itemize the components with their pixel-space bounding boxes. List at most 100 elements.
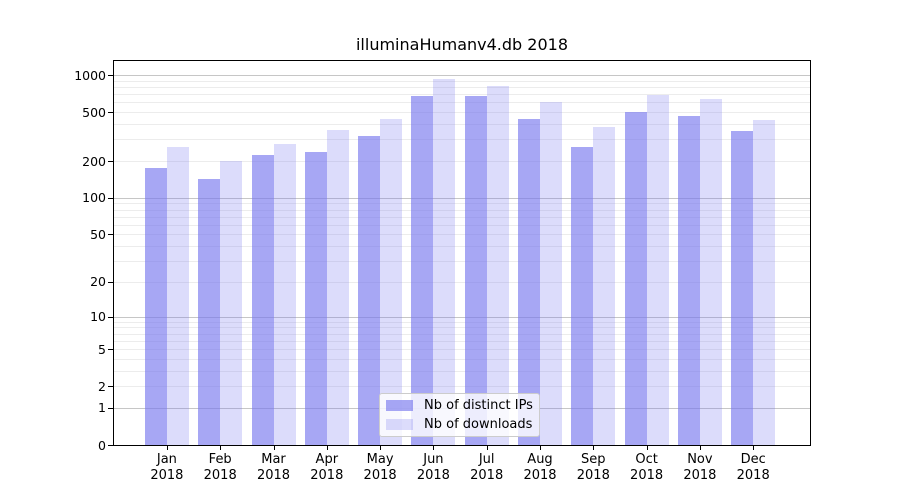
gridline-major xyxy=(114,75,810,77)
y-tick-label-20: 20 xyxy=(90,274,106,290)
x-axis-tick xyxy=(273,445,275,450)
gridline-minor xyxy=(114,234,810,236)
legend-swatch-downloads xyxy=(386,419,413,431)
gridline-minor xyxy=(114,80,810,82)
plot-area: 0 1 2 5 10 20 50 100 200 500 1000 Jan 2018 Feb 2018 M… xyxy=(74,60,811,483)
x-tick-label-jan: Jan 2018 xyxy=(150,452,184,483)
y-axis-tick xyxy=(108,316,113,318)
gridline-minor xyxy=(114,261,810,263)
gridline-major xyxy=(114,197,810,199)
bar-downloads-jul xyxy=(486,86,509,445)
x-axis-tick xyxy=(540,445,541,450)
x-axis-tick xyxy=(433,445,435,450)
bar-distinct-ips-apr xyxy=(304,151,327,445)
x-tick-label-dec: Dec 2018 xyxy=(736,452,770,483)
x-tick-label-jul: Jul 2018 xyxy=(470,452,504,483)
y-axis-tick xyxy=(108,112,113,114)
gridline-minor xyxy=(114,321,810,323)
x-axis-tick xyxy=(166,445,168,450)
y-tick-label-500: 500 xyxy=(82,104,106,120)
gridline-minor xyxy=(114,224,810,226)
bar-downloads-mar xyxy=(273,143,296,445)
x-tick-label-mar: Mar 2018 xyxy=(256,452,291,483)
y-axis-tick xyxy=(108,349,113,351)
bar-distinct-ips-sep xyxy=(571,147,594,445)
chart-title: illuminaHumanv4.db 2018 xyxy=(355,35,568,54)
y-axis-tick xyxy=(108,161,113,163)
gridline-minor xyxy=(114,349,810,351)
bar-downloads-oct xyxy=(646,94,669,445)
y-axis-tick xyxy=(108,75,113,77)
bar-downloads-dec xyxy=(753,119,776,445)
legend-label-distinct-ips: Nb of distinct IPs xyxy=(424,397,533,413)
legend-item-downloads: Nb of downloads xyxy=(386,417,533,434)
bar-downloads-apr xyxy=(326,130,349,445)
x-axis-tick xyxy=(486,445,488,450)
x-axis-tick xyxy=(326,445,328,450)
bar-distinct-ips-jan xyxy=(144,168,167,445)
bar-downloads-may xyxy=(380,118,403,445)
y-axis-tick xyxy=(108,386,113,388)
bar-distinct-ips-nov xyxy=(677,116,700,445)
gridline-major xyxy=(114,316,810,318)
y-tick-label-2: 2 xyxy=(98,378,106,394)
gridline-minor xyxy=(114,358,810,360)
x-axis-tick xyxy=(753,445,755,450)
x-tick-label-oct: Oct 2018 xyxy=(630,452,664,483)
gridline-minor xyxy=(114,370,810,372)
x-axis-tick xyxy=(646,445,648,450)
y-tick-label-1: 1 xyxy=(98,400,106,416)
y-tick-label-1000: 1000 xyxy=(74,67,106,83)
x-tick-label-nov: Nov 2018 xyxy=(683,452,717,483)
bar-downloads-aug xyxy=(540,101,562,445)
y-axis-tick xyxy=(108,407,113,409)
x-axis-tick xyxy=(699,445,701,450)
x-tick-label-aug: Aug 2018 xyxy=(523,452,557,483)
gridline-minor xyxy=(114,386,810,388)
gridline-minor xyxy=(114,340,810,342)
gridline-minor xyxy=(114,139,810,141)
x-tick-label-may: May 2018 xyxy=(363,452,397,483)
bar-distinct-ips-jul xyxy=(464,96,487,445)
gridline-minor xyxy=(114,333,810,335)
bar-downloads-jun xyxy=(433,78,456,445)
bar-downloads-feb xyxy=(220,161,243,445)
bar-distinct-ips-mar xyxy=(251,155,274,445)
bar-distinct-ips-oct xyxy=(624,112,647,445)
gridline-minor xyxy=(114,246,810,248)
y-axis-tick xyxy=(108,445,113,446)
x-tick-label-apr: Apr 2018 xyxy=(310,452,344,483)
y-tick-label-200: 200 xyxy=(82,153,106,169)
y-tick-label-50: 50 xyxy=(90,226,106,242)
y-tick-label-0: 0 xyxy=(98,437,106,453)
bar-downloads-sep xyxy=(593,126,616,445)
x-axis-tick xyxy=(220,445,222,450)
bar-distinct-ips-aug xyxy=(518,118,540,445)
legend: Nb of distinct IPs Nb of downloads xyxy=(379,393,540,437)
legend-swatch-distinct-ips xyxy=(386,399,413,411)
x-axis-tick xyxy=(593,445,595,450)
gridline-minor xyxy=(114,209,810,211)
x-axis-tick xyxy=(380,445,382,450)
gridline-minor xyxy=(114,281,810,283)
gridline-minor xyxy=(114,94,810,96)
y-tick-label-10: 10 xyxy=(90,309,106,325)
gridline-minor xyxy=(114,86,810,88)
y-axis-tick xyxy=(108,197,113,199)
legend-item-distinct-ips: Nb of distinct IPs xyxy=(386,397,533,414)
y-axis-tick xyxy=(108,281,113,283)
gridline-minor xyxy=(114,124,810,126)
bar-distinct-ips-jun xyxy=(411,96,434,445)
bar-distinct-ips-feb xyxy=(198,179,221,445)
gridline-minor xyxy=(114,327,810,329)
bar-distinct-ips-may xyxy=(358,135,381,445)
y-tick-label-100: 100 xyxy=(82,190,106,206)
gridline-minor xyxy=(114,203,810,205)
bar-downloads-jan xyxy=(166,147,189,445)
gridline-minor xyxy=(114,216,810,218)
gridline-minor xyxy=(114,112,810,114)
x-tick-label-sep: Sep 2018 xyxy=(576,452,610,483)
x-tick-label-jun: Jun 2018 xyxy=(416,452,450,483)
gridline-minor xyxy=(114,161,810,163)
